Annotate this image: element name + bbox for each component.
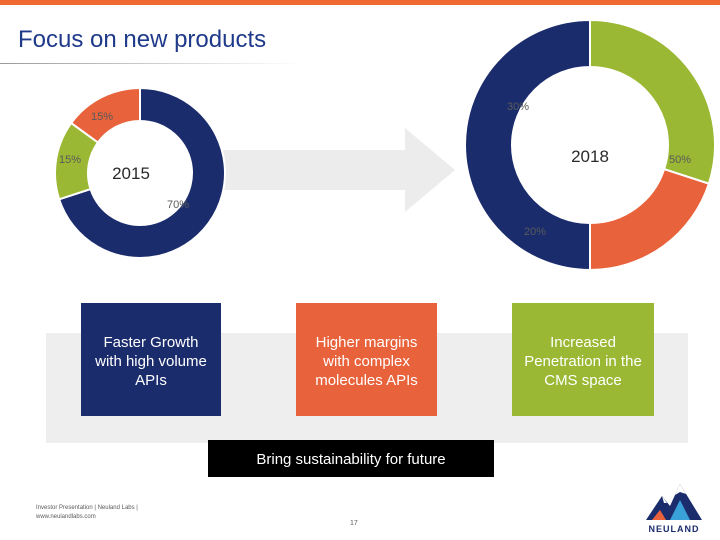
donut-2018-slice-label-0: 50% <box>669 154 691 166</box>
slide-title: Focus on new products <box>18 26 267 53</box>
top-accent-bar <box>0 0 720 5</box>
sustainability-banner: Bring sustainability for future <box>208 440 494 477</box>
footer-line-1: Investor Presentation | Neuland Labs | <box>36 505 138 511</box>
donut-2018-slice-label-1: 20% <box>524 226 546 238</box>
donut-charts: 70% 15% 15% 2015 50% 20% 30% 2018 <box>54 18 716 272</box>
title-underline <box>0 63 300 64</box>
company-logo: NEULAND <box>640 470 708 536</box>
donut-2015-slice-label-1: 15% <box>59 154 81 166</box>
footer-line-2: www.neulandlabs.com <box>36 514 96 520</box>
donut-2018-slice-2 <box>589 18 716 185</box>
donut-2015-slice-2 <box>69 86 141 144</box>
donut-2015-slice-0 <box>57 86 226 259</box>
page-number: 17 <box>350 520 358 527</box>
donut-2018-slice-1 <box>589 167 711 272</box>
donut-2015-center-label: 2015 <box>112 164 150 183</box>
increased-penetration-box: Increased Penetration in the CMS space <box>512 303 654 416</box>
donut-2015-slice-label-0: 70% <box>167 199 189 211</box>
donut-chart-2018: 50% 20% 30% 2018 <box>464 18 716 272</box>
logo-text: NEULAND <box>648 524 700 534</box>
mountain-logo-icon <box>646 484 702 520</box>
footer-info: Investor Presentation | Neuland Labs | w… <box>36 504 138 522</box>
donut-2018-slice-0 <box>464 18 591 272</box>
donut-2018-center-label: 2018 <box>571 147 609 166</box>
donut-2015-slice-label-2: 15% <box>91 111 113 123</box>
transition-arrow <box>215 128 455 212</box>
faster-growth-box: Faster Growth with high volume APIs <box>81 303 221 416</box>
donut-2018-slice-label-2: 30% <box>507 101 529 113</box>
donut-chart-2015: 70% 15% 15% 2015 <box>54 86 226 259</box>
higher-margins-box: Higher margins with complex molecules AP… <box>296 303 437 416</box>
